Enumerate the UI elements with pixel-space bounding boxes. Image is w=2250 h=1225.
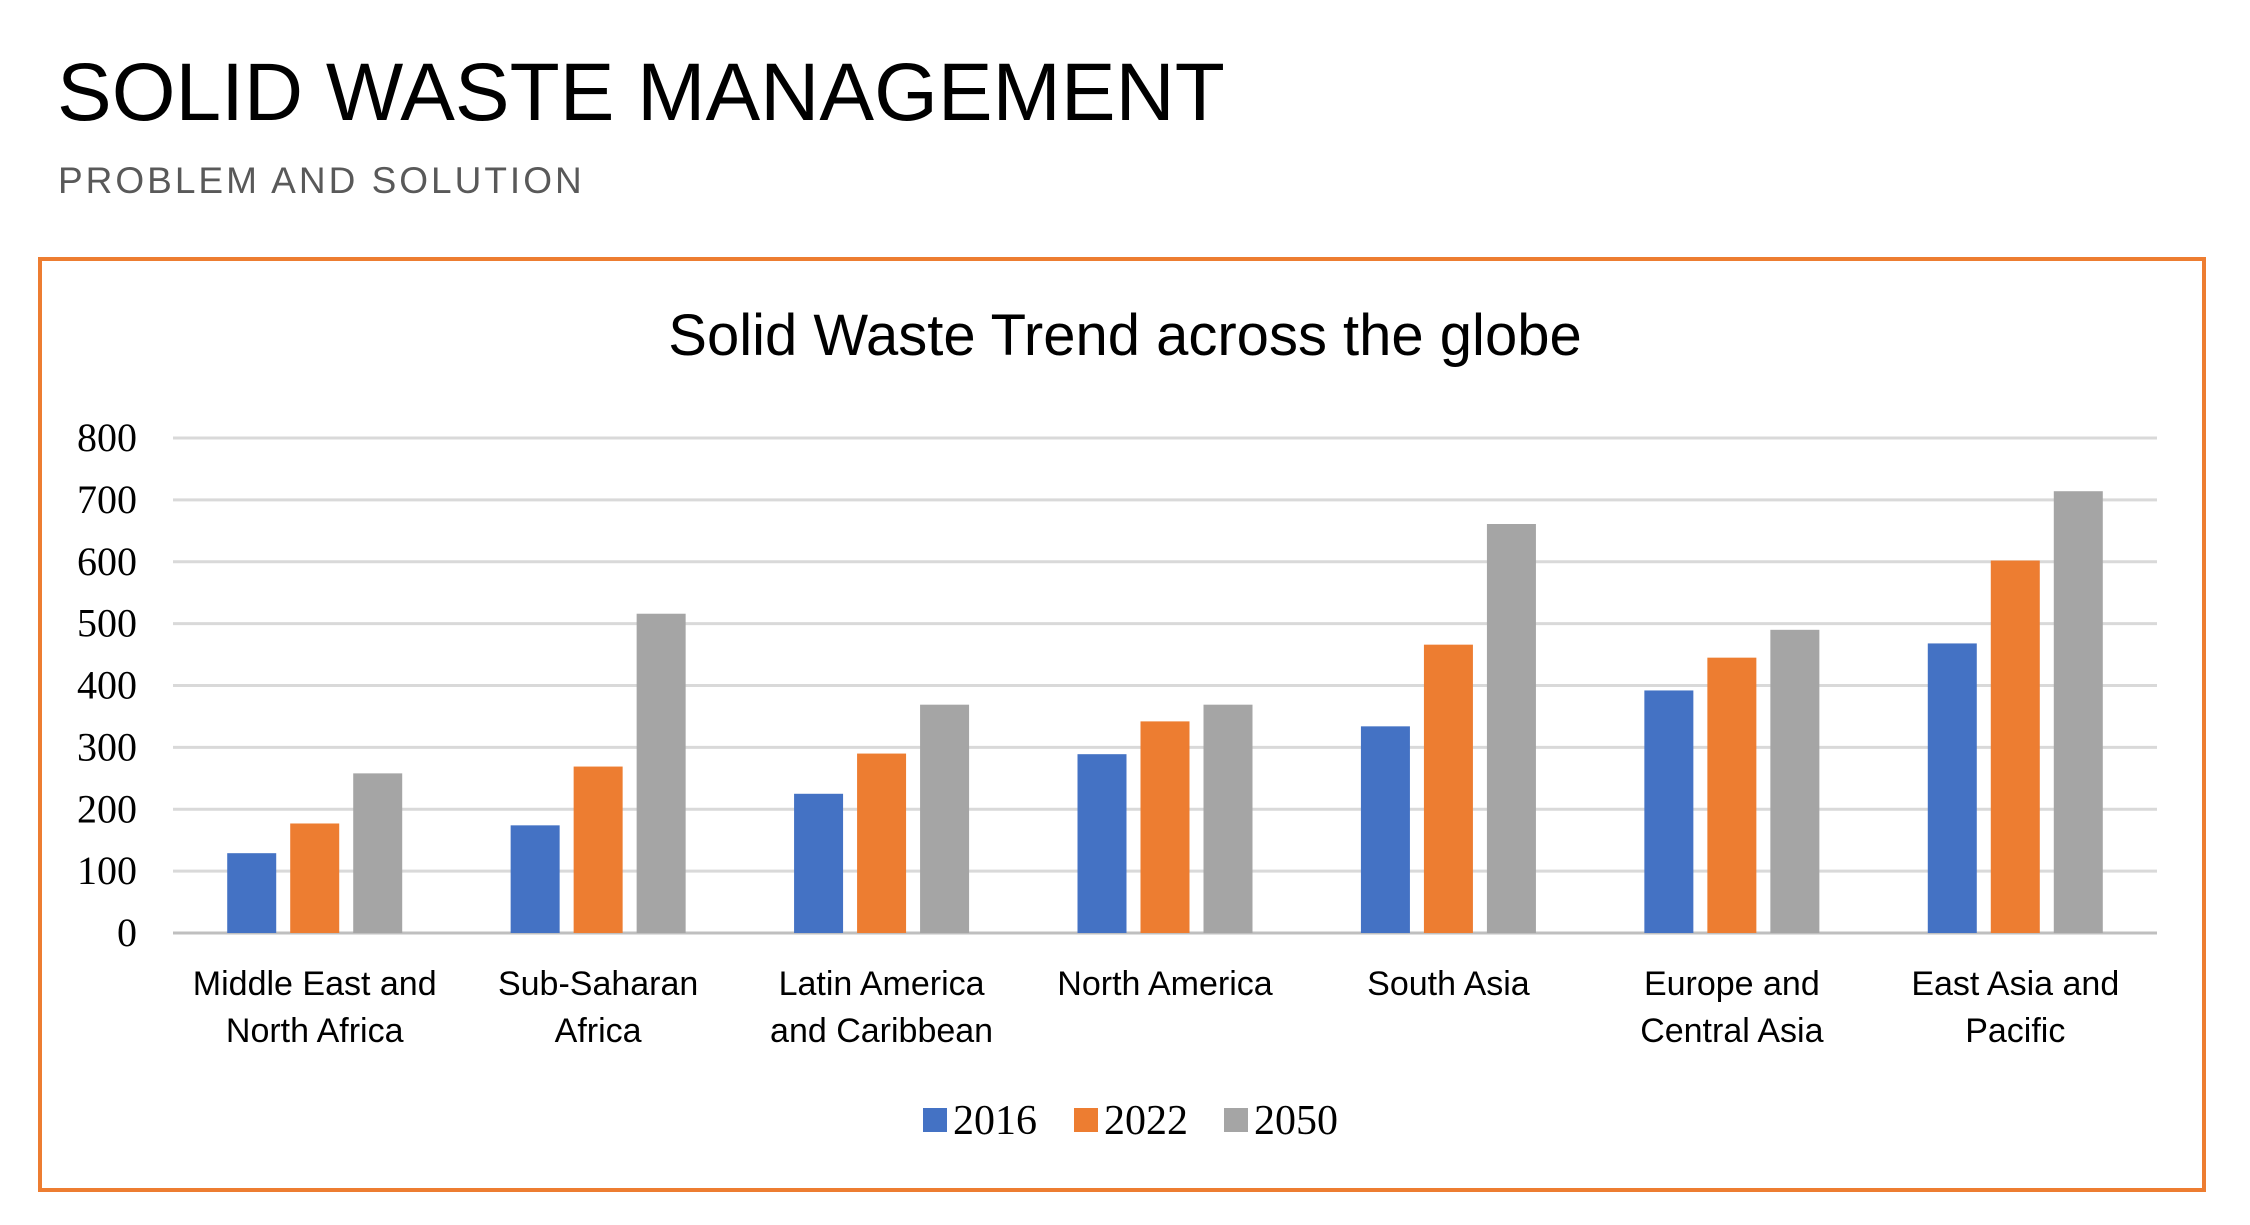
x-tick-label: Sub-Saharan — [498, 965, 698, 1003]
bar-2050 — [353, 773, 403, 933]
bar-2016 — [1077, 754, 1127, 933]
bar-2050 — [636, 613, 686, 933]
bar-2022 — [857, 753, 907, 933]
y-tick-label: 800 — [77, 415, 137, 460]
y-tick-label: 200 — [77, 786, 137, 831]
x-tick-label: South Asia — [1367, 965, 1530, 1003]
bar-2022 — [1140, 721, 1190, 933]
x-axis-ticks: Middle East and North Africa Sub-Saharan Af… — [193, 965, 2119, 1050]
bar-2016 — [1927, 643, 1977, 933]
y-axis-ticks: 0 100 200 300 400 500 600 700 800 — [77, 415, 137, 955]
bar-2022 — [1423, 644, 1473, 933]
legend-swatch-2016 — [923, 1108, 947, 1132]
legend-swatch-2022 — [1074, 1108, 1098, 1132]
bar-2022 — [290, 823, 340, 933]
slide-title: SOLID WASTE MANAGEMENT — [57, 47, 1225, 138]
y-tick-label: 300 — [77, 724, 137, 769]
bar-2050 — [2053, 491, 2103, 933]
bar-2050 — [920, 704, 970, 933]
bar-2016 — [794, 793, 844, 933]
chart-title: Solid Waste Trend across the globe — [668, 303, 1581, 368]
x-tick-label: and Caribbean — [770, 1012, 993, 1050]
x-tick-label: Central Asia — [1640, 1012, 1823, 1050]
y-tick-label: 600 — [77, 539, 137, 584]
legend-label-2022: 2022 — [1104, 1098, 1188, 1144]
bar-2016 — [1360, 726, 1410, 933]
x-tick-label: North America — [1057, 965, 1272, 1003]
legend-label-2050: 2050 — [1254, 1098, 1338, 1144]
y-tick-label: 700 — [77, 477, 137, 522]
bar-2022 — [1990, 560, 2040, 933]
x-tick-label: Latin America — [779, 965, 985, 1003]
y-tick-label: 0 — [117, 910, 137, 955]
chart-frame — [38, 257, 2206, 1192]
legend-swatch-2050 — [1224, 1108, 1248, 1132]
x-tick-label: Europe and — [1644, 965, 1820, 1003]
slide-subtitle: PROBLEM AND SOLUTION — [58, 160, 585, 201]
bar-2050 — [1770, 629, 1820, 933]
x-tick-label: Pacific — [1965, 1012, 2065, 1050]
bar-2050 — [1203, 704, 1253, 933]
bar-2016 — [1644, 690, 1694, 933]
x-tick-label: Middle East and — [193, 965, 437, 1003]
x-tick-label: Africa — [555, 1012, 642, 1050]
bar-2016 — [227, 853, 277, 933]
x-tick-label: North Africa — [226, 1012, 404, 1050]
x-tick-label: East Asia and — [1911, 965, 2119, 1003]
bar-2022 — [573, 766, 623, 933]
bar-2016 — [510, 825, 560, 933]
bars — [227, 491, 2103, 933]
y-tick-label: 500 — [77, 601, 137, 646]
bar-2050 — [1486, 524, 1536, 933]
y-tick-label: 400 — [77, 663, 137, 708]
legend: 2016 2022 2050 — [923, 1098, 1338, 1144]
y-tick-label: 100 — [77, 848, 137, 893]
legend-label-2016: 2016 — [953, 1098, 1037, 1144]
bar-2022 — [1707, 657, 1757, 933]
